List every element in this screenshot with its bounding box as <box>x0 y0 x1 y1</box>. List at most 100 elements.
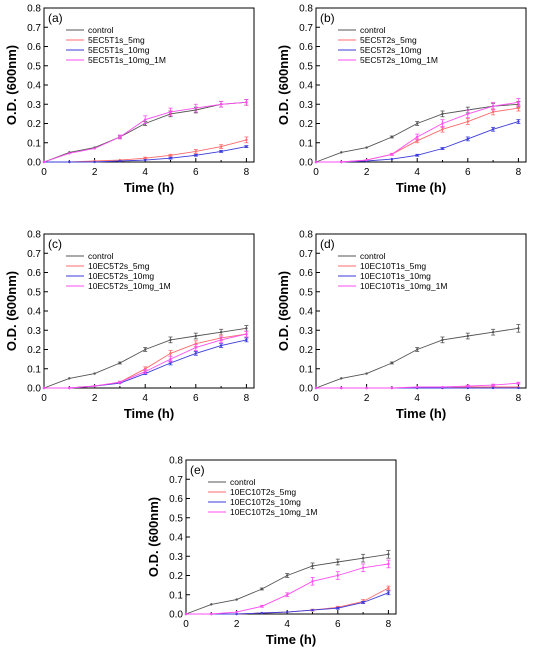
data-point <box>260 605 264 608</box>
data-point <box>466 334 470 338</box>
x-tick-label: 4 <box>142 167 148 178</box>
series-0 <box>184 550 391 616</box>
legend-label: 5EC5T2s_10mg <box>360 45 422 55</box>
y-axis-title: O.D. (600nm) <box>146 497 161 577</box>
y-tick-label: 0.0 <box>169 610 183 621</box>
data-point <box>144 348 147 351</box>
x-tick-label: 4 <box>142 393 148 404</box>
y-tick-label: 0.3 <box>27 326 41 337</box>
series-3 <box>314 98 521 164</box>
y-tick-label: 0.2 <box>169 571 183 582</box>
legend-label: 5EC5T1s_5mg <box>88 35 145 45</box>
y-tick-label: 0.6 <box>299 42 313 53</box>
x-tick-label: 8 <box>244 167 250 178</box>
data-point <box>245 138 248 142</box>
data-point <box>194 346 198 349</box>
y-tick-label: 0.3 <box>299 100 313 111</box>
data-point <box>210 612 213 616</box>
x-tick-label: 4 <box>414 167 420 178</box>
data-point <box>365 158 368 162</box>
legend-label: 10EC5T2s_10mg_1M <box>88 281 171 291</box>
y-tick-label: 0.5 <box>169 513 183 524</box>
legend-label: control <box>88 251 114 261</box>
y-tick-label: 0.7 <box>299 23 313 34</box>
chart-panel-1: 0 2 4 6 8 0.0 0.1 0.2 0.3 0.4 0.5 0.6 0.7 0.8 Time (h)… <box>276 4 527 195</box>
data-point <box>194 150 198 153</box>
data-point <box>416 385 419 389</box>
series-line <box>185 553 389 615</box>
x-axis-title: Time (h) <box>396 180 446 195</box>
y-tick-label: 0.8 <box>27 4 41 15</box>
data-point <box>68 160 71 164</box>
data-point <box>286 610 289 614</box>
data-point <box>42 386 46 390</box>
y-tick-label: 0.1 <box>299 364 313 375</box>
plot-frame <box>43 233 255 389</box>
data-point <box>466 384 470 388</box>
y-tick-label: 0.2 <box>299 345 313 356</box>
data-point <box>118 381 122 384</box>
data-point <box>387 562 390 566</box>
panel-letter: (c) <box>48 237 62 251</box>
panel-letter: (e) <box>190 463 205 477</box>
data-point <box>390 135 394 139</box>
y-tick-label: 0.1 <box>169 590 183 601</box>
plot-frame <box>43 7 255 163</box>
data-point <box>517 101 520 104</box>
data-point <box>68 152 71 155</box>
legend-label: control <box>88 25 114 35</box>
x-tick-label: 8 <box>244 393 250 404</box>
data-point <box>336 607 340 610</box>
data-point <box>340 386 343 390</box>
legend-label: 10EC10T2s_5mg <box>230 487 296 497</box>
y-tick-label: 0.0 <box>27 384 41 395</box>
chart-panel-4: 0 2 4 6 8 0.0 0.1 0.2 0.3 0.4 0.5 0.6 0.7 0.8 Time (h)… <box>146 456 397 647</box>
x-axis-title: Time (h) <box>124 406 174 421</box>
data-point <box>144 156 147 160</box>
y-tick-label: 0.6 <box>299 268 313 279</box>
data-point <box>68 386 71 390</box>
data-point <box>517 327 520 330</box>
x-tick-label: 6 <box>193 167 199 178</box>
data-point <box>245 327 248 330</box>
series-line <box>315 103 519 163</box>
data-point <box>390 157 394 161</box>
series-3 <box>314 381 521 390</box>
y-tick-label: 0.2 <box>299 119 313 130</box>
x-tick-label: 2 <box>92 167 98 178</box>
legend-label: control <box>360 25 386 35</box>
data-point <box>387 591 390 595</box>
y-tick-label: 0.6 <box>27 268 41 279</box>
x-tick-label: 0 <box>183 619 189 630</box>
data-point <box>387 553 390 556</box>
y-tick-label: 0.5 <box>27 61 41 72</box>
data-point <box>340 160 343 164</box>
y-tick-label: 0.3 <box>27 100 41 111</box>
data-point <box>441 338 444 342</box>
data-point <box>336 560 340 564</box>
y-tick-label: 0.7 <box>299 249 313 260</box>
x-tick-label: 6 <box>335 619 341 630</box>
series-line <box>315 327 519 389</box>
y-tick-label: 0.6 <box>169 494 183 505</box>
y-tick-label: 0.1 <box>299 138 313 149</box>
data-point <box>245 338 248 342</box>
data-point <box>416 154 419 157</box>
series-3 <box>42 99 249 164</box>
data-point <box>194 106 198 110</box>
data-point <box>184 612 188 616</box>
data-point <box>311 564 314 568</box>
data-point <box>219 103 223 106</box>
y-tick-label: 0.8 <box>299 230 313 241</box>
data-point <box>68 377 71 380</box>
data-point <box>365 146 368 149</box>
chart-panel-0: 0 2 4 6 8 0.0 0.1 0.2 0.3 0.4 0.5 0.6 0.7 0.8 Time (h)… <box>4 4 255 195</box>
data-point <box>416 122 419 125</box>
legend-label: 10EC10T1s_10mg_1M <box>360 281 447 291</box>
data-point <box>390 361 394 365</box>
legend-label: control <box>230 477 256 487</box>
data-point <box>169 154 172 157</box>
series-3 <box>184 559 391 616</box>
series-2 <box>42 337 249 390</box>
data-point <box>219 344 223 347</box>
